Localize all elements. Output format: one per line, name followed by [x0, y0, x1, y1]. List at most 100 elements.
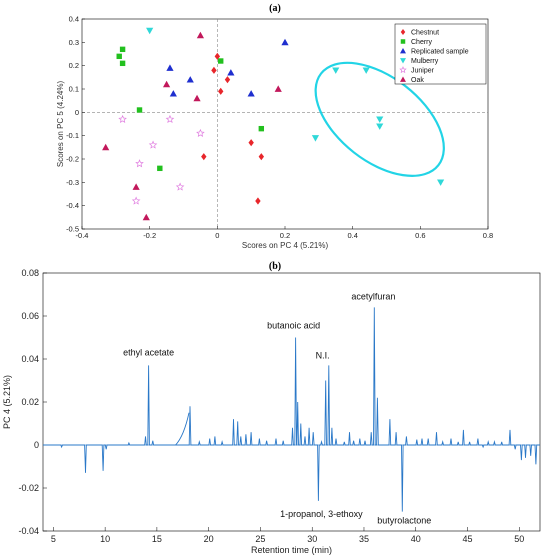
mulberry-point: [311, 135, 320, 142]
oak-point: [162, 80, 171, 88]
juniper-point: [165, 114, 175, 123]
cherry-point: [116, 53, 122, 60]
oak-point: [196, 31, 205, 39]
annotation-acetylfuran: acetylfuran: [351, 291, 395, 301]
juniper-point: [118, 114, 127, 123]
annotation-ethyl-acetate: ethyl acetate: [123, 347, 174, 357]
replicated-sample-point: [247, 90, 255, 97]
annotation-n-i: N.I.: [316, 350, 330, 360]
annotation-butanoic-acid: butanoic acid: [267, 321, 320, 331]
y-tick-label: -0.1: [66, 131, 79, 140]
x-tick-label: 5: [51, 534, 56, 544]
x-tick-label: 10: [100, 534, 110, 544]
cherry-point: [119, 60, 126, 67]
legend-label-oak: Oak: [411, 77, 424, 84]
legend-marker-cherry: [400, 39, 406, 44]
oak-point: [102, 143, 110, 151]
y-tick-label: -0.4: [66, 201, 79, 210]
legend-label-juniper: Juniper: [411, 68, 435, 75]
panel-a-ticks: -0.4 -0.2 0 0.2 0.4 0.6 0.8-0.5-0.4-0.3-0.2-0.…: [66, 15, 493, 241]
juniper-point: [196, 128, 205, 137]
oak-point: [193, 94, 201, 102]
cherry-point: [136, 107, 143, 113]
y-tick-label: -0.5: [66, 225, 79, 234]
panel-a-legend: Chestnut Cherry Replicated sample Mulberry J…: [394, 23, 487, 85]
x-tick-label: 40: [411, 534, 421, 544]
y-tick-label: -0.2: [66, 155, 79, 164]
panel-b-frame: [42, 272, 541, 532]
y-tick-label: 0: [75, 108, 79, 117]
loading-ramp: [175, 412, 190, 446]
replicated-sample-point: [186, 76, 194, 83]
oak-point: [132, 183, 140, 190]
x-tick-label: -0.4: [76, 231, 89, 240]
x-tick-label: 0.6: [415, 231, 425, 240]
panel-b-ticks: 5 10 15 20 25 30 35 40 45 50 -0.04 -0.02 0 0.02 0.04 0.…: [18, 268, 524, 544]
x-tick-label: 15: [152, 534, 162, 544]
mulberry-point: [437, 179, 445, 186]
cherry-point: [157, 165, 163, 172]
y-tick-label: 0.06: [21, 311, 39, 321]
panel-a-points: [102, 27, 445, 221]
panel-a-x-axis-label: Scores on PC 4 (5.21%): [242, 241, 329, 250]
mulberry-point: [146, 27, 154, 35]
y-tick-label: 0.02: [21, 397, 39, 407]
panel-a-label: (a): [269, 3, 281, 14]
y-tick-label: 0: [34, 440, 39, 450]
replicated-sample-point: [166, 64, 174, 71]
y-tick-label: 0.2: [69, 61, 79, 70]
legend-marker-replicated-sample: [400, 48, 406, 54]
pc4-loading-line: [43, 307, 540, 512]
panel-b-y-axis-label: PC 4 (5.21%): [2, 375, 12, 429]
legend-marker-juniper: [399, 66, 407, 74]
legend-marker-mulberry: [400, 58, 406, 64]
chestnut-point: [248, 139, 254, 147]
panel-a-y-axis-label: Scores on PC 5 (4.24%): [56, 81, 65, 168]
replicated-sample-point: [169, 90, 177, 97]
mulberry-point: [376, 116, 384, 123]
x-tick-label: 25: [255, 534, 265, 544]
juniper-point: [148, 140, 158, 149]
y-tick-label: 0.04: [21, 354, 39, 364]
y-tick-label: -0.04: [18, 526, 39, 536]
oak-point: [274, 85, 282, 92]
replicated-sample-point: [281, 38, 289, 46]
annotation-butyrolactone: butyrolactone: [377, 516, 431, 526]
cherry-point: [218, 58, 224, 64]
mulberry-point: [362, 67, 370, 74]
legend-label-chestnut: Chestnut: [411, 30, 439, 37]
x-tick-label: 50: [514, 534, 524, 544]
legend-label-cherry: Cherry: [411, 39, 433, 46]
x-tick-label: 35: [359, 534, 369, 544]
legend-label-mulberry: Mulberry: [411, 58, 439, 65]
x-tick-label: -0.2: [143, 231, 156, 240]
x-tick-label: 30: [307, 534, 317, 544]
chestnut-point: [218, 87, 224, 95]
annotation-1-propanol-3-ethoxy: 1-propanol, 3-ethoxy: [280, 509, 363, 519]
x-tick-label: 0.2: [280, 231, 290, 240]
x-tick-label: 20: [204, 534, 214, 544]
cherry-point: [258, 125, 265, 132]
panel-b-annotations: ethyl acetate butanoic acid N.I. acetylfura…: [123, 291, 431, 525]
chestnut-point: [211, 66, 217, 74]
replicated-sample-point: [227, 69, 235, 76]
juniper-point: [135, 159, 144, 168]
mulberry-cluster-ellipse: [314, 61, 445, 177]
y-tick-label: 0.4: [69, 15, 79, 24]
y-tick-label: 0.08: [21, 268, 39, 278]
legend-label-replicated-sample: Replicated sample: [411, 49, 469, 56]
panel-a-scatter: -0.4 -0.2 0 0.2 0.4 0.6 0.8-0.5-0.4-0.3-0.2-0.…: [56, 15, 493, 251]
legend-box: [394, 23, 487, 85]
panel-b-loadings: 5 10 15 20 25 30 35 40 45 50 -0.04 -0.02 0 0.02 0.04 0.…: [2, 268, 541, 555]
x-tick-label: 0.4: [347, 231, 357, 240]
panel-b-x-axis-label: Retention time (min): [251, 545, 332, 555]
x-tick-label: 45: [463, 534, 473, 544]
y-tick-label: 0.3: [69, 38, 79, 47]
y-tick-label: -0.02: [18, 483, 39, 493]
chestnut-point: [214, 52, 221, 60]
y-tick-label: 0.1: [69, 85, 79, 94]
x-tick-label: 0.8: [483, 231, 493, 240]
mulberry-point: [376, 123, 384, 130]
chestnut-point: [201, 153, 207, 161]
